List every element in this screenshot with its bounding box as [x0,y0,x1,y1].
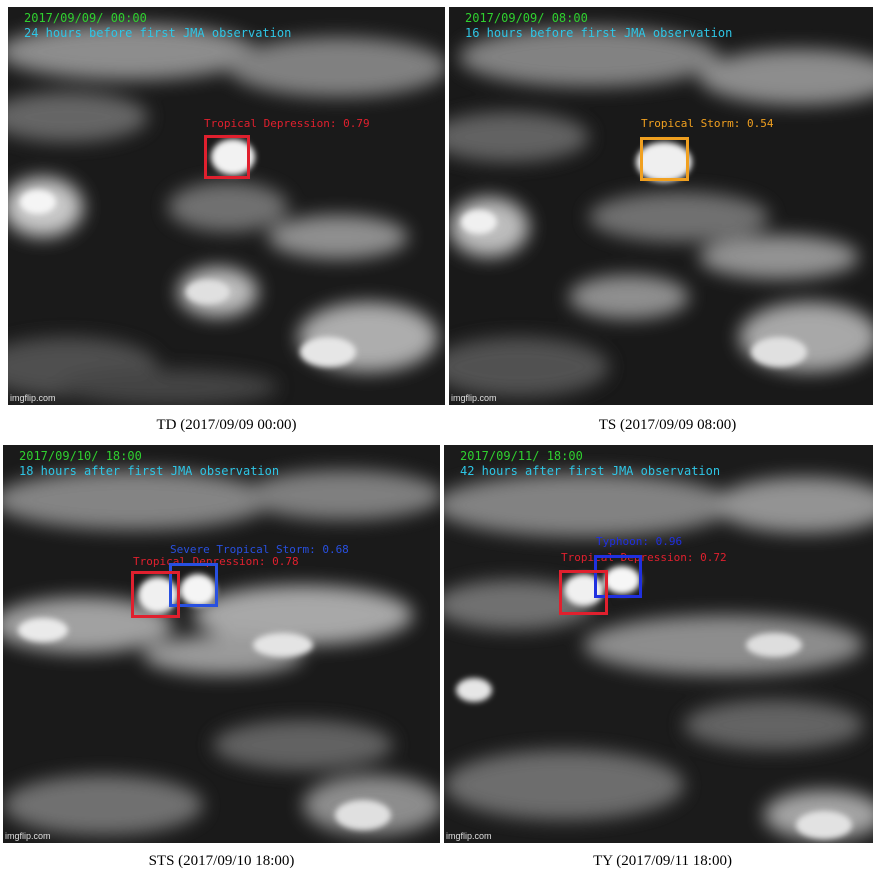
watermark: imgflip.com [451,393,497,403]
detection-label: Tropical Depression: 0.79 [204,117,370,130]
satellite-image [8,7,445,405]
panel-caption: STS (2017/09/10 18:00) [148,853,295,869]
observation-offset: 18 hours after first JMA observation [19,464,280,478]
observation-date: 2017/09/09/ 00:00 [24,11,147,25]
detection-box [131,571,180,618]
watermark: imgflip.com [5,831,51,841]
watermark: imgflip.com [446,831,492,841]
panel-caption: TY (2017/09/11 18:00) [593,853,732,869]
panel-caption: TD (2017/09/09 00:00) [156,417,297,433]
observation-offset: 42 hours after first JMA observation [460,464,721,478]
detection-label: Typhoon: 0.96 [596,535,683,548]
detection-box [204,135,250,179]
timestamp-overlay: 2017/09/11/ 18:00 42 hours after first J… [460,449,720,479]
satellite-panel-sts: 2017/09/10/ 18:00 18 hours after first J… [3,445,440,843]
observation-offset: 16 hours before first JMA observation [465,26,733,40]
timestamp-overlay: 2017/09/10/ 18:00 18 hours after first J… [19,449,279,479]
observation-date: 2017/09/09/ 08:00 [465,11,588,25]
detection-box [559,570,608,615]
observation-date: 2017/09/11/ 18:00 [460,449,583,463]
satellite-image [3,445,440,843]
detection-box [169,563,218,607]
satellite-panel-ty: 2017/09/11/ 18:00 42 hours after first J… [444,445,873,843]
satellite-image [444,445,873,843]
detection-label: Tropical Storm: 0.54 [641,117,774,130]
satellite-image [449,7,873,405]
detection-box [640,137,689,181]
satellite-panel-ts: 2017/09/09/ 08:00 16 hours before first … [449,7,873,405]
timestamp-overlay: 2017/09/09/ 00:00 24 hours before first … [24,11,291,41]
satellite-panel-td: 2017/09/09/ 00:00 24 hours before first … [8,7,445,405]
observation-date: 2017/09/10/ 18:00 [19,449,142,463]
watermark: imgflip.com [10,393,56,403]
detection-box [594,555,642,598]
observation-offset: 24 hours before first JMA observation [24,26,292,40]
detection-label: Tropical Depression: 0.72 [561,551,727,564]
timestamp-overlay: 2017/09/09/ 08:00 16 hours before first … [465,11,732,41]
detection-label: Severe Tropical Storm: 0.68 [170,543,349,556]
panel-caption: TS (2017/09/09 08:00) [598,417,737,433]
